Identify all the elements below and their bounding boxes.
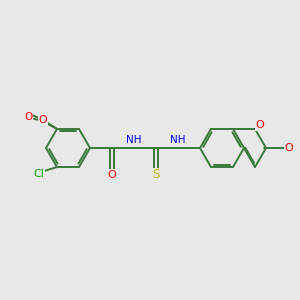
Text: O: O [256, 120, 264, 130]
Text: O: O [108, 170, 116, 180]
Text: O: O [39, 115, 47, 125]
Text: NH: NH [170, 135, 186, 145]
Text: Cl: Cl [34, 169, 44, 179]
Text: O: O [285, 143, 293, 153]
Text: O: O [39, 115, 47, 125]
Text: S: S [152, 169, 160, 182]
Text: O: O [24, 112, 32, 122]
Text: NH: NH [126, 135, 142, 145]
